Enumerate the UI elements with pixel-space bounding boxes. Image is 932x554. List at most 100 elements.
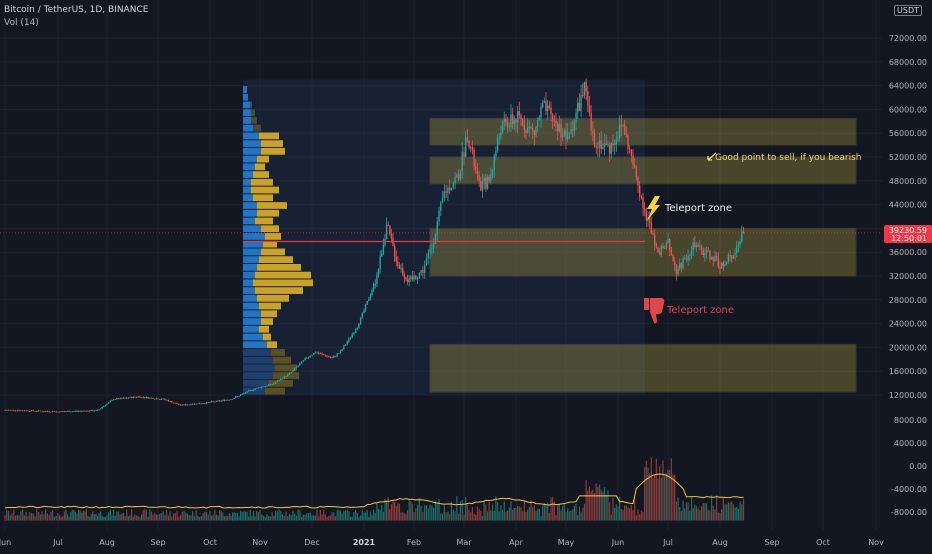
candle-body: [30, 410, 33, 412]
candle-body: [411, 276, 414, 280]
candle-body: [466, 137, 469, 141]
volume-bar: [219, 510, 221, 521]
profile-bar-yellow: [251, 186, 279, 194]
candle-body: [171, 401, 173, 403]
volume-bar: [45, 509, 47, 521]
candle-body: [200, 403, 203, 405]
candle-body: [371, 289, 373, 295]
candle-body: [114, 399, 116, 401]
symbol-title[interactable]: Bitcoin / TetherUS, 1D, BINANCE: [4, 5, 149, 15]
time-axis-label[interactable]: Oct: [816, 538, 830, 547]
volume-bar: [162, 511, 164, 521]
volume-bar: [313, 515, 315, 521]
candle-body: [140, 396, 143, 398]
lower-zone[interactable]: [429, 343, 857, 393]
volume-bar: [106, 515, 108, 521]
profile-bar-blue: [243, 302, 259, 310]
candle-body: [459, 171, 462, 180]
time-axis-label[interactable]: May: [558, 538, 575, 547]
time-axis-label[interactable]: Jun: [0, 538, 11, 547]
time-axis-label[interactable]: Mar: [456, 538, 472, 547]
candle-body: [461, 151, 463, 172]
volume-bar: [287, 516, 289, 521]
volume-bar: [178, 516, 180, 521]
time-axis-label[interactable]: Apr: [509, 538, 524, 547]
candle-body: [427, 252, 429, 259]
time-axis-label[interactable]: Nov: [868, 538, 884, 547]
candle-body: [319, 353, 322, 355]
volume-bar: [306, 513, 308, 521]
time-axis-label[interactable]: Oct: [203, 538, 217, 547]
price-axis-label: 16000.00: [889, 367, 927, 376]
volume-bar: [323, 510, 325, 521]
upper-zone[interactable]: [429, 117, 857, 146]
candle-body: [454, 177, 456, 184]
volume-ma-line: [4, 473, 744, 509]
candle-body: [457, 174, 460, 180]
volume-bar: [560, 510, 562, 521]
time-axis-label[interactable]: Aug: [99, 538, 115, 547]
candle-body: [257, 387, 260, 389]
time-axis-label[interactable]: Feb: [407, 538, 421, 547]
sell-note-text[interactable]: Good point to sell, if you bearish: [715, 153, 862, 163]
candle-body: [58, 411, 61, 413]
candle-body: [99, 408, 102, 410]
volume-bar: [266, 513, 268, 521]
volume-bar: [390, 504, 393, 521]
candle-body: [236, 396, 239, 397]
candle-body: [652, 233, 654, 235]
chart-legend: Bitcoin / TetherUS, 1D, BINANCE Vol (14): [4, 4, 148, 30]
candle-body: [326, 356, 328, 358]
time-axis-label[interactable]: Jun: [611, 538, 625, 547]
candle-body: [510, 114, 512, 127]
candle-body: [670, 249, 673, 255]
candle-body: [223, 399, 226, 401]
time-axis-label[interactable]: Sep: [150, 538, 165, 547]
volume-bar: [523, 501, 525, 521]
volume-bar: [374, 513, 376, 521]
volume-bar: [590, 491, 592, 521]
time-axis-label[interactable]: Sep: [764, 538, 779, 547]
candle-body: [190, 404, 192, 406]
volume-bar: [60, 517, 62, 521]
time-axis-label[interactable]: Dec: [304, 538, 319, 547]
volume-bar: [573, 505, 575, 521]
candle-body: [183, 404, 185, 406]
currency-badge[interactable]: USDT: [894, 5, 922, 16]
time-axis-label[interactable]: Nov: [252, 538, 268, 547]
volume-bar: [717, 512, 719, 521]
volume-bar: [385, 500, 388, 521]
volume-bar: [731, 501, 733, 521]
candle-body: [660, 246, 663, 255]
candle-body: [25, 410, 27, 412]
candle-body: [346, 341, 348, 345]
teleport-zone-up-text[interactable]: Teleport zone: [664, 203, 732, 214]
volume-profile-range: [243, 79, 645, 396]
candle-body: [508, 126, 510, 128]
time-axis-label[interactable]: Jul: [52, 538, 63, 547]
volume-bar: [394, 501, 396, 521]
indicator-label[interactable]: Vol (14): [4, 18, 39, 28]
thumbs-down-icon-hand: [650, 298, 665, 324]
teleport-zone-mid[interactable]: [429, 227, 857, 277]
candle-body: [500, 132, 502, 137]
candle-body: [422, 270, 424, 273]
volume-bar: [92, 511, 94, 521]
sell-zone[interactable]: [429, 156, 857, 185]
teleport-zone-down-text[interactable]: Teleport zone: [666, 305, 734, 316]
candle-body: [605, 143, 607, 145]
volume-bar: [619, 496, 621, 521]
candle-body: [227, 399, 229, 401]
time-axis-label[interactable]: Jul: [662, 538, 673, 547]
time-axis-label[interactable]: Aug: [712, 538, 728, 547]
volume-bar: [96, 515, 99, 521]
candle-body: [443, 191, 446, 198]
candle-body: [361, 312, 364, 318]
volume-bar: [411, 503, 413, 521]
candle-body: [63, 411, 66, 413]
time-axis-label[interactable]: 2021: [353, 538, 376, 547]
profile-bar-blue: [243, 387, 265, 395]
volume-bar: [736, 506, 738, 521]
